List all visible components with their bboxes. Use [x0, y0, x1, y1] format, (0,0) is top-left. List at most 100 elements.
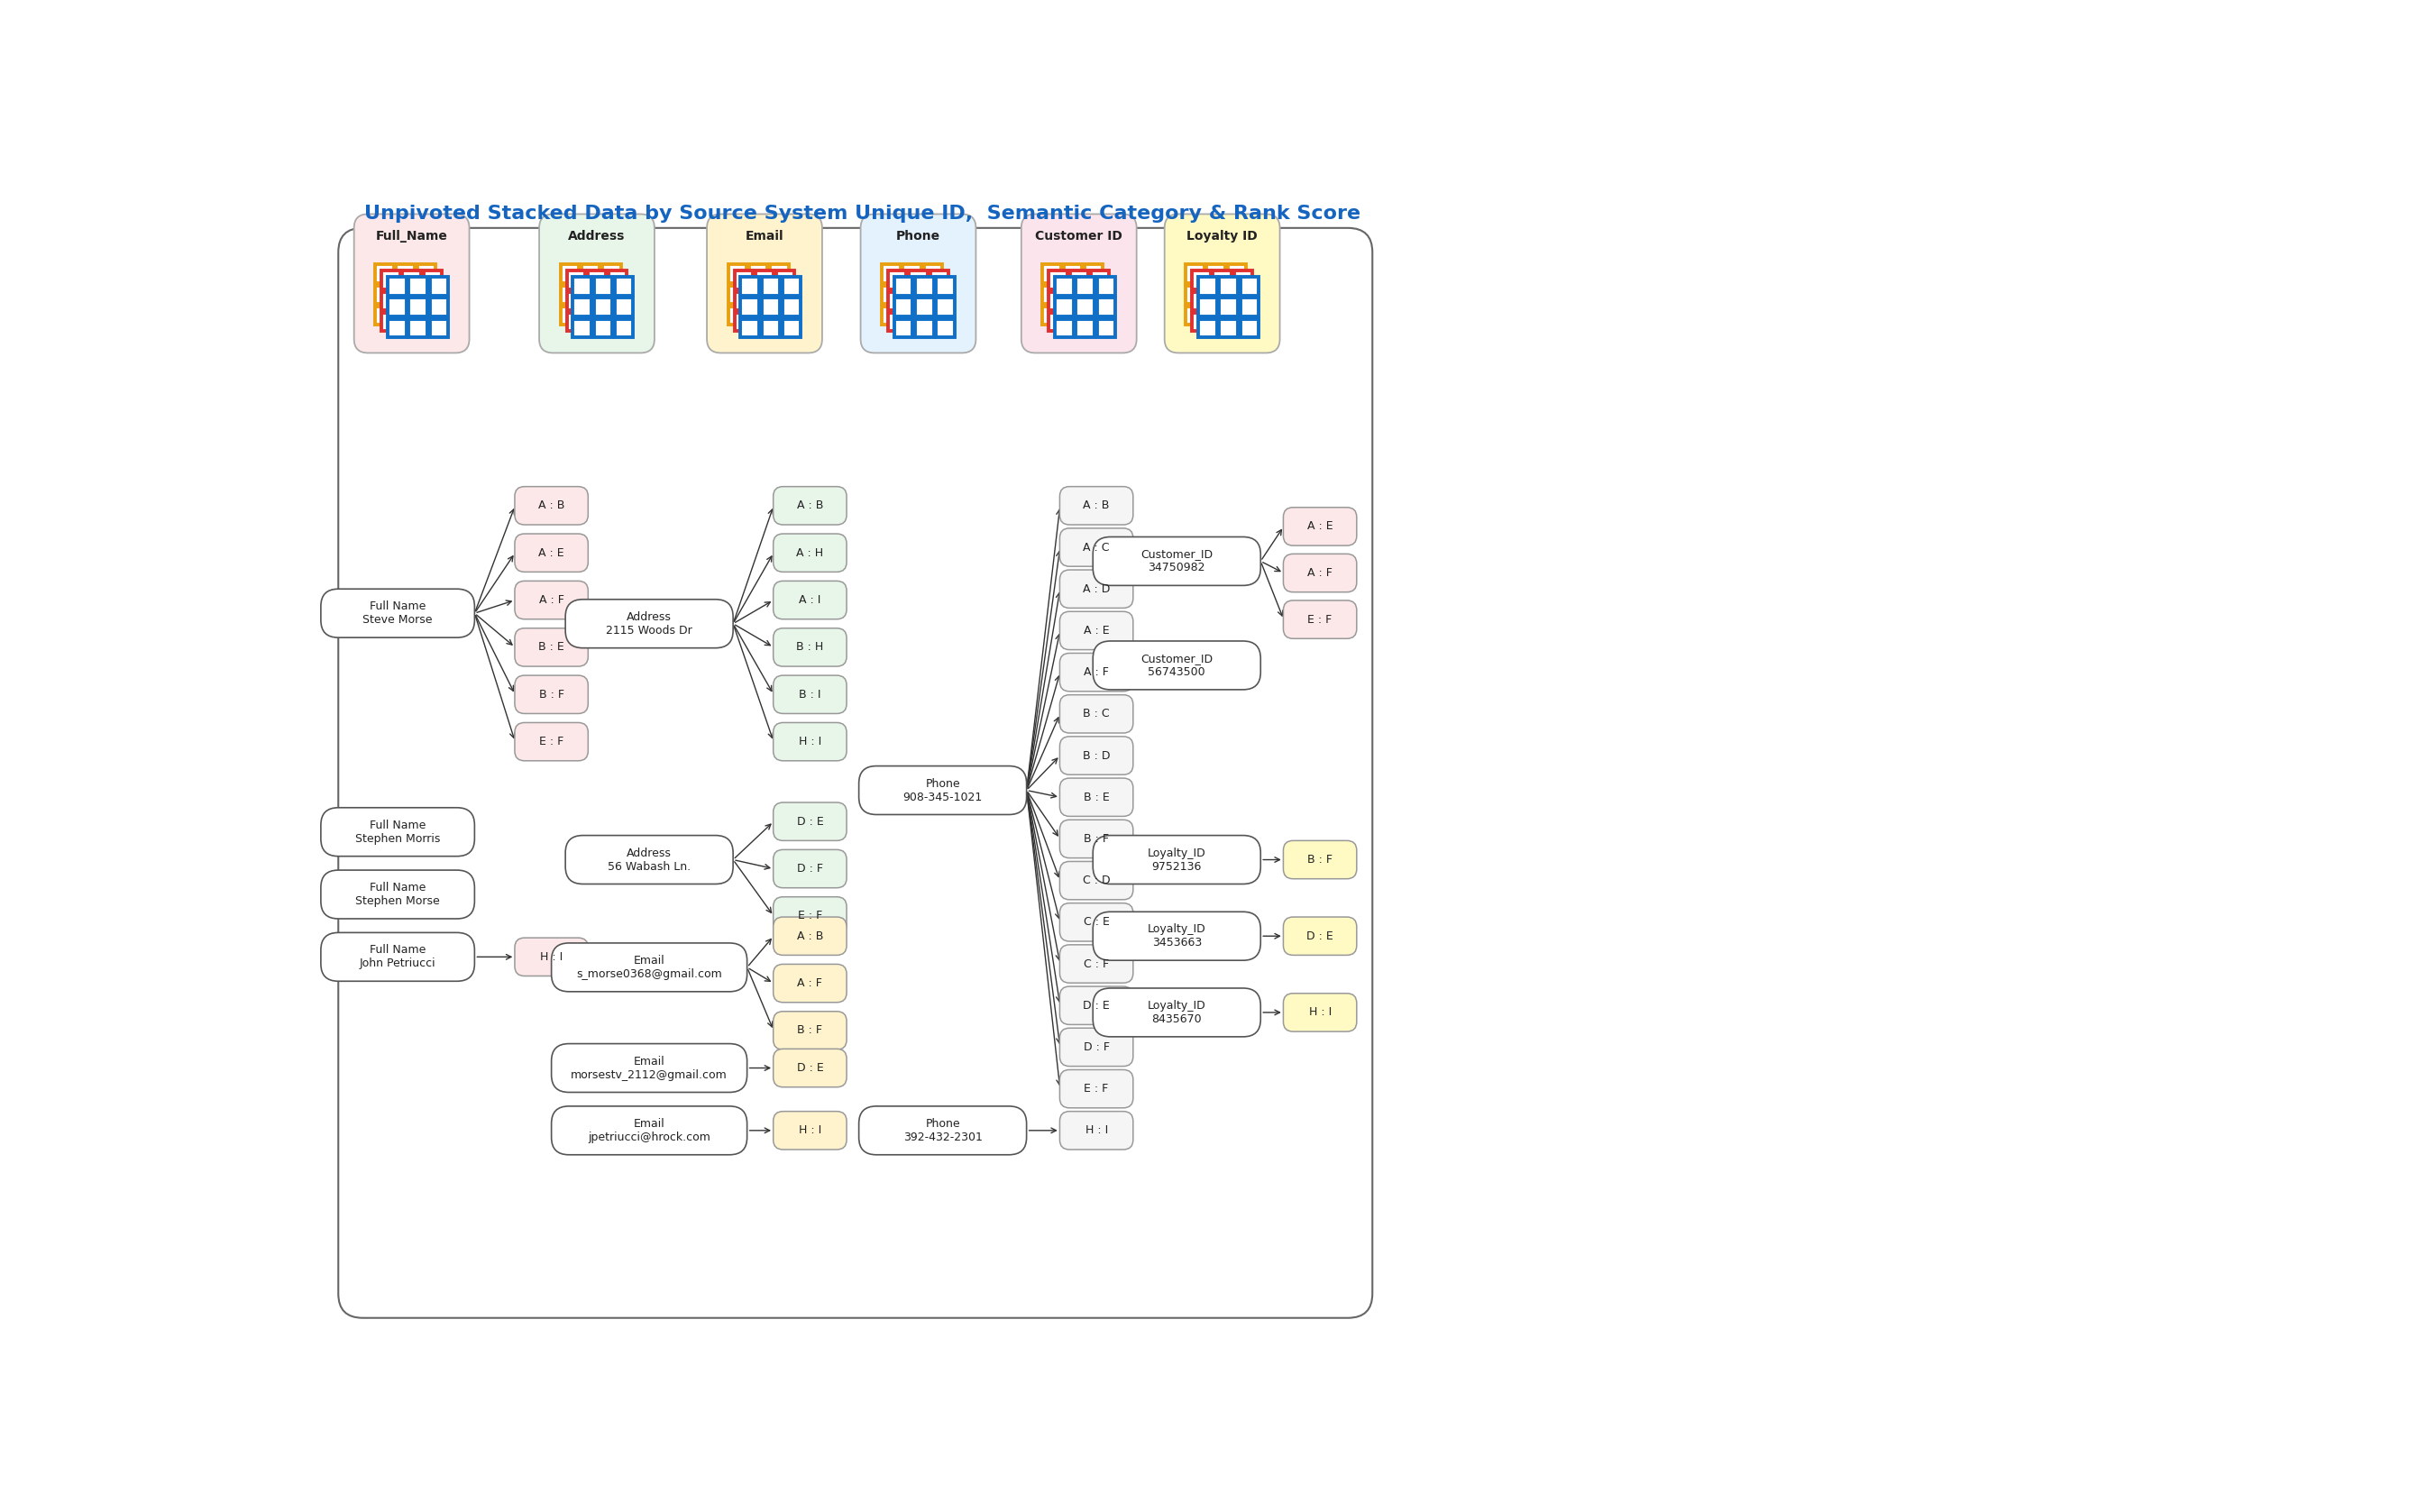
FancyBboxPatch shape: [1228, 265, 1245, 283]
FancyBboxPatch shape: [706, 215, 823, 352]
Text: C : E: C : E: [1082, 916, 1109, 928]
FancyBboxPatch shape: [1228, 307, 1245, 325]
FancyBboxPatch shape: [396, 307, 415, 325]
Text: Full_Name: Full_Name: [376, 230, 447, 242]
FancyBboxPatch shape: [515, 581, 587, 618]
Text: Loyalty ID: Loyalty ID: [1187, 230, 1257, 242]
FancyBboxPatch shape: [551, 1043, 748, 1092]
Text: C : F: C : F: [1085, 959, 1109, 969]
FancyBboxPatch shape: [1218, 319, 1238, 337]
FancyBboxPatch shape: [1044, 265, 1061, 283]
FancyBboxPatch shape: [1187, 307, 1204, 325]
Text: C : D: C : D: [1082, 874, 1109, 886]
FancyBboxPatch shape: [1063, 286, 1082, 304]
FancyBboxPatch shape: [587, 313, 607, 331]
FancyBboxPatch shape: [728, 307, 748, 325]
FancyBboxPatch shape: [937, 319, 954, 337]
FancyBboxPatch shape: [910, 271, 927, 289]
FancyBboxPatch shape: [609, 271, 626, 289]
FancyBboxPatch shape: [376, 286, 393, 304]
FancyBboxPatch shape: [774, 1012, 847, 1049]
FancyBboxPatch shape: [582, 307, 599, 325]
FancyBboxPatch shape: [1284, 916, 1357, 956]
FancyBboxPatch shape: [740, 277, 760, 295]
FancyBboxPatch shape: [762, 298, 779, 316]
FancyBboxPatch shape: [1061, 1111, 1133, 1149]
Text: Email: Email: [745, 230, 784, 242]
FancyBboxPatch shape: [403, 292, 420, 310]
FancyBboxPatch shape: [740, 298, 760, 316]
Text: E : F: E : F: [1085, 1083, 1109, 1095]
FancyBboxPatch shape: [422, 292, 442, 310]
FancyBboxPatch shape: [388, 277, 405, 295]
FancyBboxPatch shape: [422, 313, 442, 331]
FancyBboxPatch shape: [903, 286, 922, 304]
FancyBboxPatch shape: [1090, 271, 1109, 289]
FancyBboxPatch shape: [408, 319, 427, 337]
FancyBboxPatch shape: [573, 277, 592, 295]
FancyBboxPatch shape: [937, 298, 954, 316]
Text: Address: Address: [568, 230, 626, 242]
FancyBboxPatch shape: [561, 265, 578, 283]
Text: Email
jpetriucci@hrock.com: Email jpetriucci@hrock.com: [587, 1117, 711, 1143]
FancyBboxPatch shape: [539, 215, 655, 352]
Text: B : I: B : I: [798, 688, 820, 700]
FancyBboxPatch shape: [1056, 277, 1073, 295]
FancyBboxPatch shape: [1092, 989, 1260, 1037]
FancyBboxPatch shape: [903, 307, 922, 325]
FancyBboxPatch shape: [1085, 286, 1102, 304]
FancyBboxPatch shape: [1061, 611, 1133, 650]
FancyBboxPatch shape: [1092, 641, 1260, 689]
Text: Address
2115 Woods Dr: Address 2115 Woods Dr: [607, 611, 692, 637]
FancyBboxPatch shape: [862, 215, 976, 352]
FancyBboxPatch shape: [1284, 841, 1357, 878]
FancyBboxPatch shape: [910, 292, 927, 310]
FancyBboxPatch shape: [769, 265, 789, 283]
FancyBboxPatch shape: [915, 298, 934, 316]
FancyBboxPatch shape: [1233, 271, 1252, 289]
FancyBboxPatch shape: [1284, 600, 1357, 638]
FancyBboxPatch shape: [320, 807, 476, 856]
Text: B : C: B : C: [1082, 708, 1109, 720]
FancyBboxPatch shape: [320, 590, 476, 638]
FancyBboxPatch shape: [1192, 271, 1211, 289]
FancyBboxPatch shape: [735, 292, 752, 310]
FancyBboxPatch shape: [777, 292, 794, 310]
FancyBboxPatch shape: [1192, 313, 1211, 331]
Text: Customer ID: Customer ID: [1036, 230, 1124, 242]
FancyBboxPatch shape: [587, 292, 607, 310]
FancyBboxPatch shape: [1214, 271, 1230, 289]
FancyBboxPatch shape: [1228, 286, 1245, 304]
FancyBboxPatch shape: [777, 313, 794, 331]
FancyBboxPatch shape: [430, 319, 449, 337]
FancyBboxPatch shape: [888, 292, 908, 310]
FancyBboxPatch shape: [1044, 307, 1061, 325]
FancyBboxPatch shape: [1240, 319, 1260, 337]
FancyBboxPatch shape: [930, 271, 949, 289]
FancyBboxPatch shape: [774, 627, 847, 667]
Text: H : I: H : I: [1308, 1007, 1332, 1018]
Text: A : D: A : D: [1082, 584, 1109, 594]
FancyBboxPatch shape: [769, 307, 789, 325]
FancyBboxPatch shape: [587, 271, 607, 289]
Text: H : I: H : I: [541, 951, 563, 963]
Text: E : F: E : F: [798, 910, 823, 922]
FancyBboxPatch shape: [614, 298, 633, 316]
FancyBboxPatch shape: [515, 534, 587, 572]
Text: Full Name
John Petriucci: Full Name John Petriucci: [359, 945, 437, 969]
Text: A : F: A : F: [798, 977, 823, 989]
Text: A : F: A : F: [539, 594, 563, 606]
Text: Phone: Phone: [896, 230, 939, 242]
FancyBboxPatch shape: [396, 286, 415, 304]
Text: A : I: A : I: [798, 594, 820, 606]
FancyBboxPatch shape: [595, 319, 612, 337]
FancyBboxPatch shape: [1199, 319, 1216, 337]
FancyBboxPatch shape: [1061, 903, 1133, 942]
FancyBboxPatch shape: [781, 319, 801, 337]
FancyBboxPatch shape: [769, 286, 789, 304]
FancyBboxPatch shape: [1097, 319, 1116, 337]
Text: A : B: A : B: [539, 500, 565, 511]
FancyBboxPatch shape: [388, 298, 405, 316]
Text: B : F: B : F: [798, 1025, 823, 1036]
FancyBboxPatch shape: [1218, 298, 1238, 316]
